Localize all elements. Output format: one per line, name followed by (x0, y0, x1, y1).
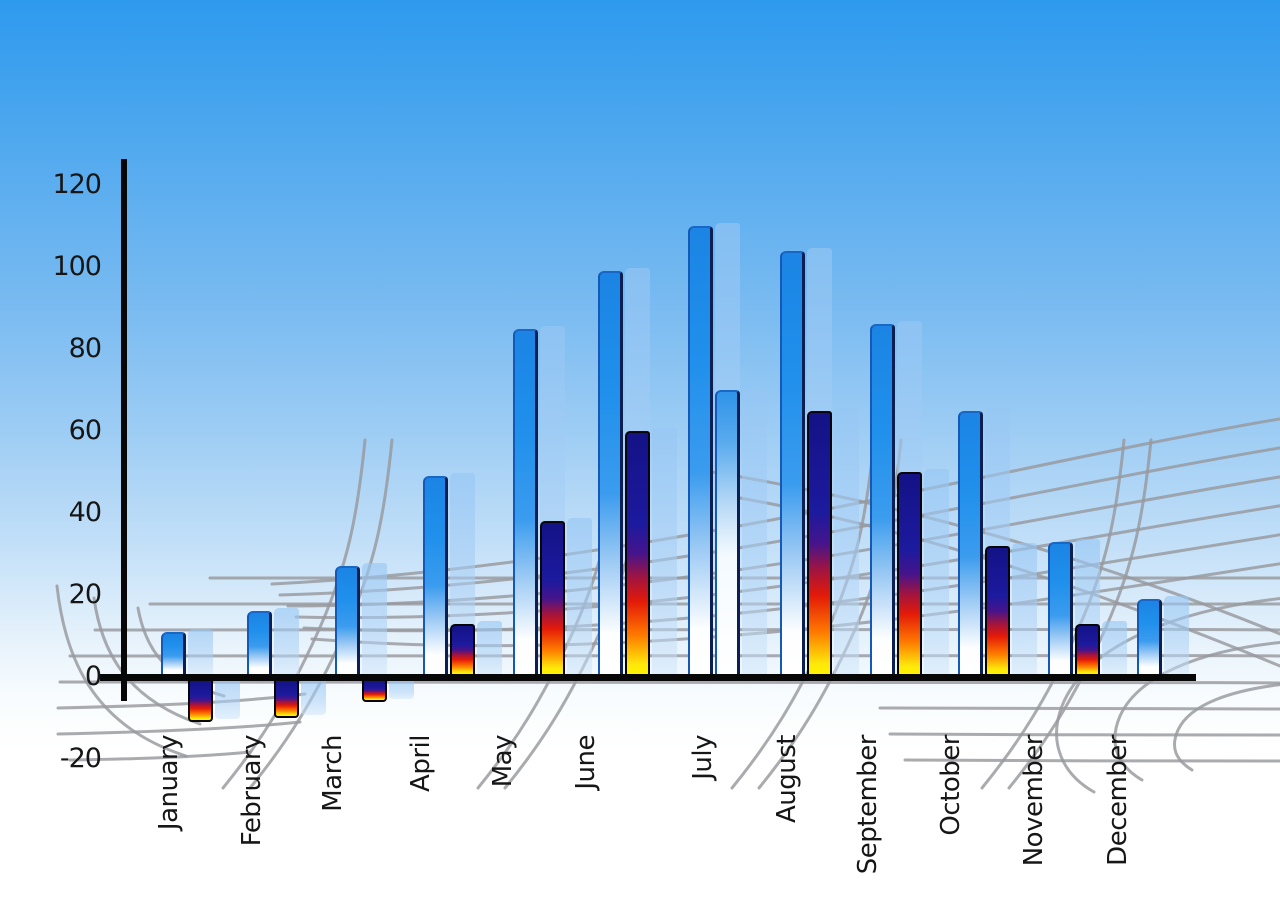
bar-july-primary (688, 226, 713, 674)
bar-april-secondary (450, 623, 475, 674)
shadow-february-primary (274, 608, 299, 674)
bar-march-primary (335, 566, 360, 674)
shadow-july-secondary (742, 387, 767, 674)
shadow-may-secondary (567, 518, 592, 674)
bar-december-primary (1137, 599, 1162, 674)
bar-september-primary (870, 324, 895, 674)
shadow-march-primary (362, 563, 387, 674)
bar-may-primary (513, 328, 538, 674)
bar-may-secondary (540, 521, 565, 674)
bar-february-secondary (274, 681, 299, 718)
x-label-may: May (488, 735, 518, 788)
shadow-october-secondary (1012, 542, 1037, 674)
bar-october-primary (958, 410, 983, 674)
shadow-november-secondary (1102, 620, 1127, 674)
x-label-november: November (1019, 735, 1049, 867)
bar-january-secondary (188, 681, 213, 722)
shadow-april-secondary (477, 620, 502, 674)
y-axis-line (121, 159, 127, 701)
bar-september-secondary (897, 472, 922, 674)
y-tick-label--20: -20 (59, 743, 102, 774)
x-label-january: January (154, 735, 184, 831)
bar-january-primary (161, 631, 186, 674)
x-label-september: September (853, 735, 883, 875)
y-tick-label-120: 120 (52, 169, 102, 200)
grid-right-bowl-arcs (1055, 597, 1280, 794)
shadow-march-secondary (389, 681, 414, 699)
shadow-january-primary (188, 628, 213, 674)
x-label-february: February (237, 735, 267, 847)
bar-june-primary (598, 271, 623, 674)
x-label-august: August (772, 735, 802, 823)
y-tick-label-20: 20 (68, 579, 102, 610)
bar-june-secondary (625, 431, 650, 674)
bar-july-secondary (715, 390, 740, 674)
bar-august-secondary (807, 410, 832, 674)
y-tick-label-100: 100 (52, 251, 102, 282)
x-label-december: December (1103, 735, 1133, 866)
bar-march-secondary (362, 681, 387, 702)
y-tick-label-80: 80 (68, 333, 102, 364)
shadow-december-primary (1164, 596, 1189, 674)
x-axis-line (100, 674, 1196, 681)
shadow-january-secondary (215, 681, 240, 719)
bar-february-primary (247, 611, 272, 674)
bar-november-secondary (1075, 623, 1100, 674)
bar-october-secondary (985, 545, 1010, 674)
shadow-june-secondary (652, 428, 677, 674)
x-label-march: March (318, 735, 348, 812)
bar-august-primary (780, 250, 805, 674)
shadow-february-secondary (301, 681, 326, 715)
y-tick-label-40: 40 (68, 497, 102, 528)
shadow-august-secondary (834, 407, 859, 674)
y-tick-label-0: 0 (84, 661, 102, 692)
x-label-april: April (406, 735, 436, 792)
x-label-july: July (688, 735, 718, 780)
y-tick-label-60: 60 (68, 415, 102, 446)
x-label-june: June (571, 735, 601, 790)
shadow-september-secondary (924, 469, 949, 674)
x-label-october: October (936, 735, 966, 836)
bar-november-primary (1048, 541, 1073, 674)
bar-april-primary (423, 476, 448, 674)
